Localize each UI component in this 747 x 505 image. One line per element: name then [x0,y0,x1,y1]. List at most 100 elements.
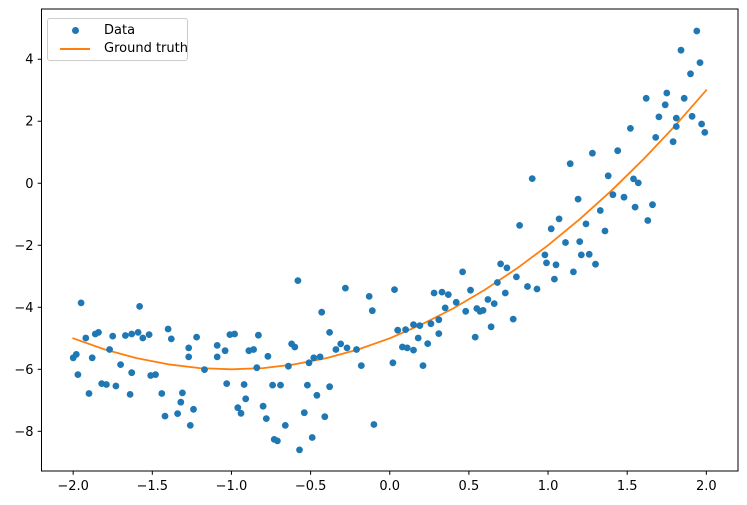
scatter-point [82,334,90,342]
legend-label-ground-truth: Ground truth [104,41,188,57]
scatter-point [167,335,175,343]
scatter-point [117,361,124,368]
scatter-point [291,343,299,351]
scatter-point [669,138,677,146]
scatter-point [223,380,231,387]
scatter-point [596,207,604,214]
scatter-point [185,353,193,361]
scatter-point [296,446,303,454]
scatter-point [193,333,201,341]
scatter-point [370,421,378,428]
scatter-point [547,225,555,233]
scatter-point [313,391,321,399]
scatter-point [501,289,509,297]
scatter-point [471,333,479,341]
scatter-point [321,413,329,421]
legend-item-ground-truth: Ground truth [54,40,188,59]
scatter-point [122,332,129,339]
scatter-point [357,362,365,369]
scatter-point [240,381,248,388]
scatter-point [285,362,292,370]
scatter-point [574,195,582,203]
scatter-point [570,268,577,276]
scatter-point [631,203,639,211]
scatter-point [134,329,142,336]
scatter-point [402,326,409,333]
scatter-point [88,354,96,362]
scatter-point [106,346,113,353]
scatter-point [326,329,333,336]
scatter-point [627,124,634,132]
scatter-point [435,316,443,324]
scatter-point [308,434,316,441]
scatter-point [85,390,93,397]
scatter-point [281,422,289,429]
scatter-point [77,299,85,307]
scatter-point [435,330,443,337]
scatter-point [403,344,411,352]
scatter-point [644,217,652,224]
y-tick-label: 0 [25,177,33,192]
scatter-point [152,371,159,378]
scatter-point [237,409,245,417]
legend-marker-area [54,26,96,34]
scatter-point [634,179,642,187]
scatter-point [95,329,102,336]
scatter-point [221,347,229,355]
scatter-point [126,391,134,398]
scatter-point [497,260,504,268]
y-tick-label: −6 [14,363,33,378]
scatter-point [136,303,144,310]
scatter-point [201,366,208,373]
scatter-point [294,277,302,284]
scatter-point [503,264,511,272]
scatter-point [427,320,435,328]
scatter-point [310,354,318,362]
scatter-point [414,334,422,342]
scatter-point [342,284,349,292]
scatter-point [609,191,617,199]
scatter-point [430,289,438,297]
scatter-point [365,293,373,300]
scatter-point [177,398,185,406]
scatter-point [72,351,80,358]
scatter-point [300,409,308,417]
scatter-point [577,251,585,259]
scatter-point [112,382,120,390]
scatter-point [566,160,574,168]
x-tick-label: 1.0 [538,479,559,494]
scatter-point [179,389,186,397]
scatter-point [655,113,663,121]
scatter-point [128,369,136,377]
scatter-point [174,410,182,417]
scatter-point [552,261,560,269]
scatter-point [259,402,267,410]
scatter-point [444,291,452,298]
scatter-point [103,381,110,388]
y-tick-label: −4 [14,301,33,316]
scatter-point [394,326,402,334]
y-tick-label: −2 [14,239,33,254]
scatter-point [109,332,117,340]
scatter-point [494,279,501,286]
x-tick-label: −1.0 [216,479,248,494]
scatter-point [391,286,398,293]
scatter-point [555,215,563,223]
x-tick-label: 2.0 [696,479,717,494]
scatter-point [467,286,474,294]
y-tick-label: 4 [25,53,33,68]
scatter-point [585,250,593,258]
scatter-point [304,381,311,389]
scatter-point [687,70,694,78]
scatter-point [190,405,197,413]
scatter-point [213,342,221,349]
scatter-point [620,193,628,201]
scatter-point [318,308,326,316]
scatter-point [516,222,523,229]
scatter-point [128,330,136,338]
scatter-point [509,315,517,323]
scatter-point [543,259,550,267]
scatter-point [368,307,376,315]
scatter-point [277,381,284,389]
scatter-point [410,346,417,354]
